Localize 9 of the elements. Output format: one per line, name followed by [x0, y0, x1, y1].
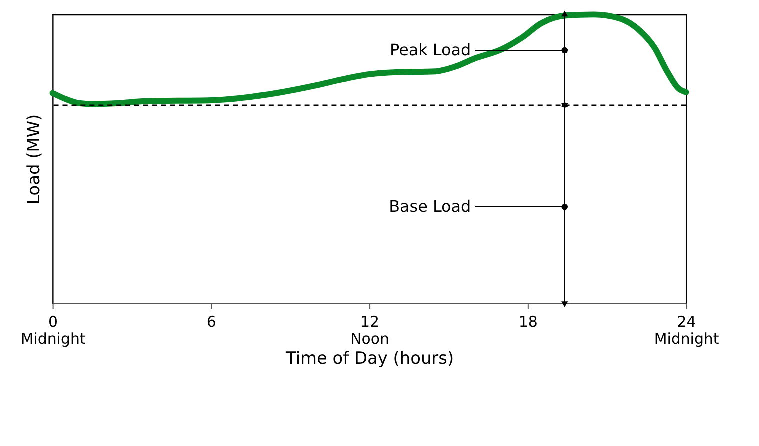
x-tick-label: 12 Noon: [350, 312, 390, 348]
annotation: Base Load: [389, 197, 472, 216]
y-axis-title: Load (MW): [23, 114, 44, 205]
x-tick-label: 0 Midnight: [20, 312, 86, 348]
x-tick-label: 18: [518, 312, 538, 331]
x-tick-label: 6: [206, 312, 216, 331]
x-tick-label: 24 Midnight: [654, 312, 720, 348]
annotation: Peak Load: [390, 40, 472, 60]
x-axis-title: Time of Day (hours): [285, 348, 454, 368]
